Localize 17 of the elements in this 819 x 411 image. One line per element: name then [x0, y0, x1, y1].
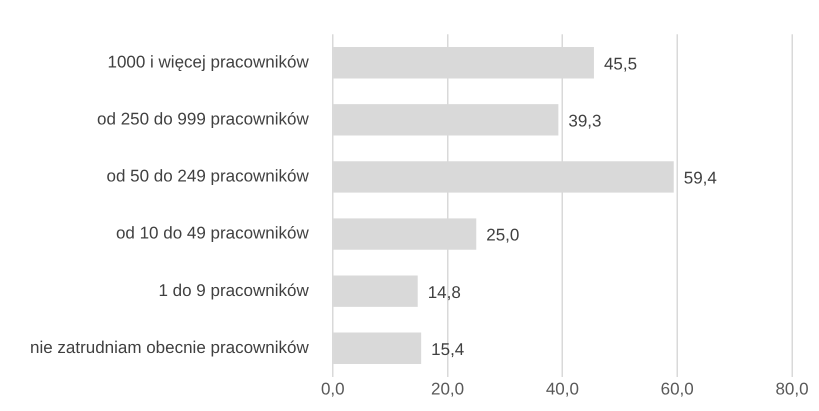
data-label: 25,0 — [486, 226, 520, 245]
y-tick-label: od 50 do 249 pracowników — [106, 166, 310, 186]
y-tick-label: nie zatrudniam obecnie pracowników — [30, 338, 310, 357]
data-label: 59,4 — [684, 168, 717, 188]
data-label: 45,5 — [604, 54, 638, 74]
x-tick-label: 80,0 — [775, 380, 809, 399]
data-label: 39,3 — [568, 112, 602, 131]
x-tick-label: 0,0 — [320, 380, 345, 399]
y-tick-label: od 250 do 999 pracowników — [97, 110, 310, 129]
x-tick-label: 60,0 — [660, 380, 694, 399]
x-tick-label: 20,0 — [431, 380, 464, 399]
x-tick-label: 40,0 — [546, 380, 579, 399]
y-tick-label: od 10 do 49 pracowników — [116, 224, 310, 243]
data-label: 14,8 — [428, 282, 461, 302]
y-tick-label: 1000 i więcej pracowników — [107, 52, 310, 72]
data-label: 15,4 — [431, 340, 464, 359]
y-tick-label: 1 do 9 pracowników — [158, 280, 310, 300]
